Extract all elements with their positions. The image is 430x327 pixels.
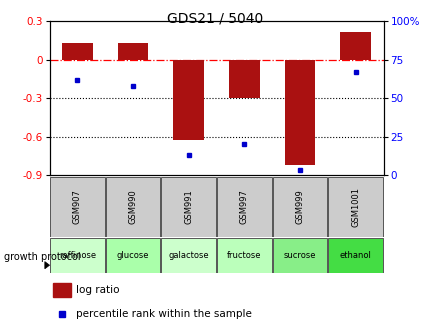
Bar bbox=[328, 238, 382, 273]
Text: raffinose: raffinose bbox=[59, 251, 96, 260]
Text: GSM990: GSM990 bbox=[128, 189, 137, 224]
Bar bbox=[229, 60, 259, 98]
Bar bbox=[161, 238, 215, 273]
Polygon shape bbox=[45, 262, 49, 269]
Bar bbox=[284, 60, 315, 165]
Text: GSM907: GSM907 bbox=[73, 189, 82, 224]
Bar bbox=[272, 238, 327, 273]
Text: GSM999: GSM999 bbox=[295, 189, 304, 224]
Bar bbox=[105, 238, 160, 273]
Bar bbox=[50, 177, 104, 237]
Text: glucose: glucose bbox=[117, 251, 149, 260]
Bar bbox=[161, 177, 215, 237]
Bar bbox=[50, 238, 104, 273]
Bar bbox=[328, 177, 382, 237]
Bar bbox=[62, 43, 92, 60]
Bar bbox=[217, 177, 271, 237]
Text: GSM1001: GSM1001 bbox=[350, 187, 359, 227]
Text: sucrose: sucrose bbox=[283, 251, 316, 260]
Bar bbox=[340, 31, 370, 60]
Text: GSM997: GSM997 bbox=[240, 189, 249, 224]
Bar bbox=[53, 283, 71, 297]
Text: ethanol: ethanol bbox=[339, 251, 371, 260]
Bar bbox=[272, 177, 327, 237]
Text: percentile rank within the sample: percentile rank within the sample bbox=[76, 309, 252, 318]
Text: log ratio: log ratio bbox=[76, 285, 120, 295]
Text: galactose: galactose bbox=[168, 251, 209, 260]
Bar bbox=[117, 43, 148, 60]
Text: growth protocol: growth protocol bbox=[4, 252, 81, 262]
Bar bbox=[105, 177, 160, 237]
Text: fructose: fructose bbox=[227, 251, 261, 260]
Bar bbox=[173, 60, 203, 140]
Text: GSM991: GSM991 bbox=[184, 189, 193, 224]
Text: GDS21 / 5040: GDS21 / 5040 bbox=[167, 11, 263, 26]
Bar bbox=[217, 238, 271, 273]
